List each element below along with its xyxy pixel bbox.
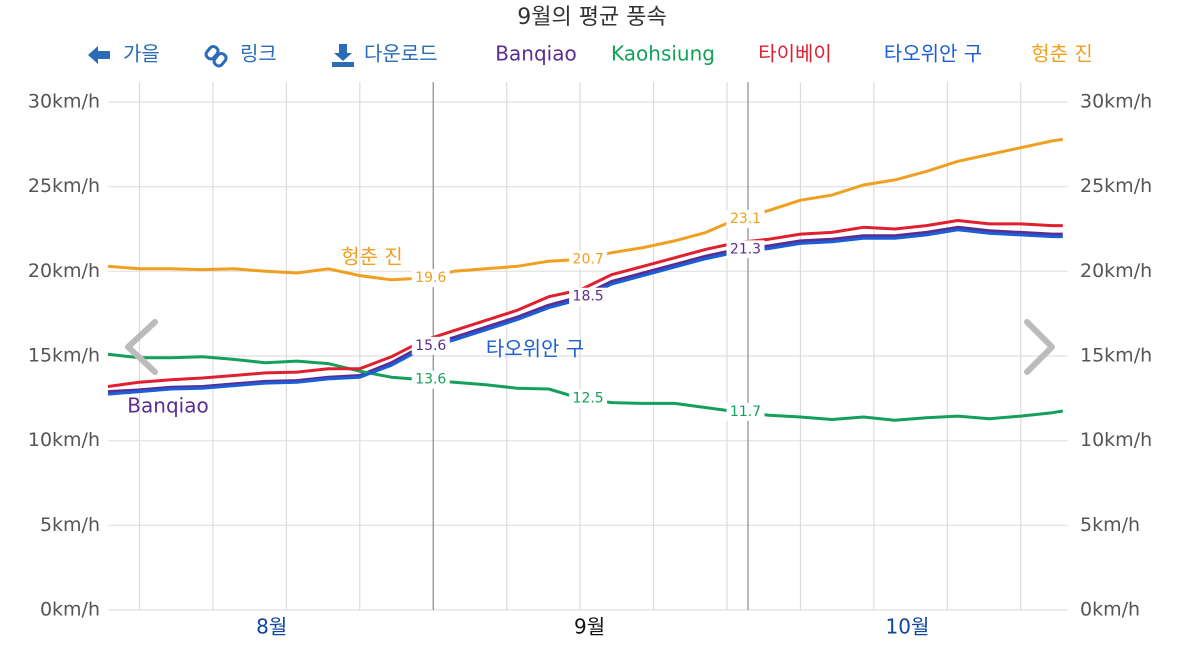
data-label-bg xyxy=(726,402,765,421)
legend-item[interactable]: 타이베이 xyxy=(758,42,832,66)
back-button[interactable]: 가을 xyxy=(88,42,160,66)
series-annotation: Banqiao xyxy=(127,394,208,418)
data-label-bg xyxy=(726,209,765,228)
series-annotation: 타오위안 구 xyxy=(486,337,584,361)
y-tick-label: 25km/h xyxy=(28,175,100,197)
data-label: 21.3 xyxy=(730,241,761,257)
x-tick-label[interactable]: 10월 xyxy=(886,615,930,639)
y-tick-label: 30km/h xyxy=(28,91,100,113)
next-arrow[interactable] xyxy=(1024,319,1055,375)
legend: Banqiao Kaohsiung 타이베이 타오위안 구 헝춘 진 xyxy=(495,42,1092,66)
legend-item[interactable]: 타오위안 구 xyxy=(884,42,982,66)
y2-tick-label: 0km/h xyxy=(1080,599,1140,621)
data-label-bg xyxy=(726,240,765,259)
data-label-bg xyxy=(569,287,608,306)
data-label: 12.5 xyxy=(573,390,604,406)
series-line xyxy=(107,219,1063,388)
download-label: 다운로드 xyxy=(364,42,438,66)
download-button[interactable]: 다운로드 xyxy=(332,42,438,68)
data-label: 18.5 xyxy=(573,289,604,305)
y2-tick-label: 20km/h xyxy=(1080,260,1152,282)
back-icon xyxy=(88,46,110,64)
grid: 0km/h 0km/h 5km/h 5km/h 10km/h 10km/h 15km/h 15… xyxy=(28,82,1152,639)
data-label: 13.6 xyxy=(415,372,446,388)
labels: 15.6 18.5 21.3 13.6 12.5 11.7 19.6 20.7 23.1 헝춘 진… xyxy=(127,209,765,421)
download-icon xyxy=(332,44,354,67)
legend-item[interactable]: Banqiao xyxy=(495,42,576,66)
data-label-bg xyxy=(569,389,608,408)
data-label: 11.7 xyxy=(730,404,761,420)
data-label: 19.6 xyxy=(415,270,446,286)
lines xyxy=(107,137,1064,422)
x-tick-label: 9월 xyxy=(574,615,605,639)
y2-tick-label: 15km/h xyxy=(1080,345,1152,367)
y-tick-label: 0km/h xyxy=(40,599,100,621)
data-label: 20.7 xyxy=(573,251,604,267)
y-tick-label: 5km/h xyxy=(40,514,100,536)
y-tick-label: 20km/h xyxy=(28,260,100,282)
legend-item[interactable]: Kaohsiung xyxy=(611,42,715,66)
legend-item[interactable]: 헝춘 진 xyxy=(1031,42,1093,66)
link-button[interactable]: 링크 xyxy=(204,42,277,68)
data-label-bg xyxy=(411,269,450,288)
y2-tick-label: 10km/h xyxy=(1080,429,1152,451)
series-line xyxy=(107,352,1064,422)
data-label: 15.6 xyxy=(415,338,446,354)
series-annotation: 헝춘 진 xyxy=(341,245,403,269)
chart-title: 9월의 평균 풍속 xyxy=(517,5,666,30)
x-tick-label[interactable]: 8월 xyxy=(256,615,287,639)
y2-tick-label: 5km/h xyxy=(1080,514,1140,536)
data-label-bg xyxy=(411,370,450,389)
back-label: 가을 xyxy=(123,42,160,66)
data-label-bg xyxy=(411,336,450,355)
y-tick-label: 15km/h xyxy=(28,345,100,367)
y2-tick-label: 30km/h xyxy=(1080,91,1152,113)
data-label: 23.1 xyxy=(730,211,761,227)
link-label: 링크 xyxy=(240,42,277,66)
link-icon xyxy=(204,44,228,68)
y-tick-label: 10km/h xyxy=(28,429,100,451)
prev-arrow[interactable] xyxy=(125,319,158,375)
data-label-bg xyxy=(569,250,608,269)
y2-tick-label: 25km/h xyxy=(1080,175,1152,197)
